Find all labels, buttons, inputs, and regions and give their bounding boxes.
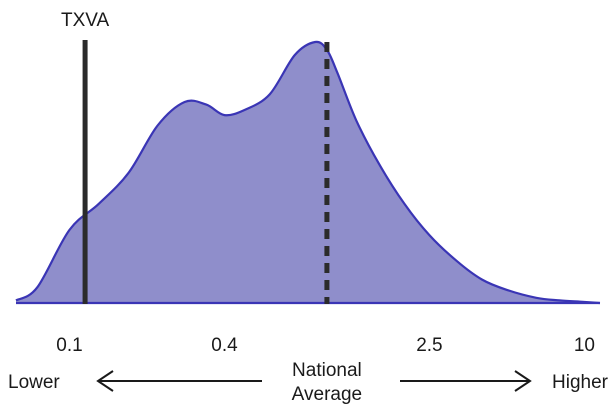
higher-label: Higher <box>552 372 609 393</box>
density-curve <box>15 40 601 305</box>
left-arrow <box>96 370 262 392</box>
direction-legend: Lower Higher National Average <box>8 360 609 405</box>
average-label: Average <box>292 384 362 405</box>
density-area-layer <box>15 40 601 305</box>
density-area <box>16 41 600 304</box>
txva-label: TXVA <box>61 10 110 31</box>
x-tick-labels: 0.1 0.4 2.5 10 <box>56 335 595 356</box>
x-tick-label: 0.1 <box>56 335 82 356</box>
x-tick-label: 2.5 <box>416 335 442 356</box>
national-label: National <box>292 360 362 381</box>
lower-label: Lower <box>8 372 60 393</box>
x-tick-label: 10 <box>574 335 595 356</box>
x-tick-label: 0.4 <box>211 335 238 356</box>
right-arrow <box>400 370 532 392</box>
